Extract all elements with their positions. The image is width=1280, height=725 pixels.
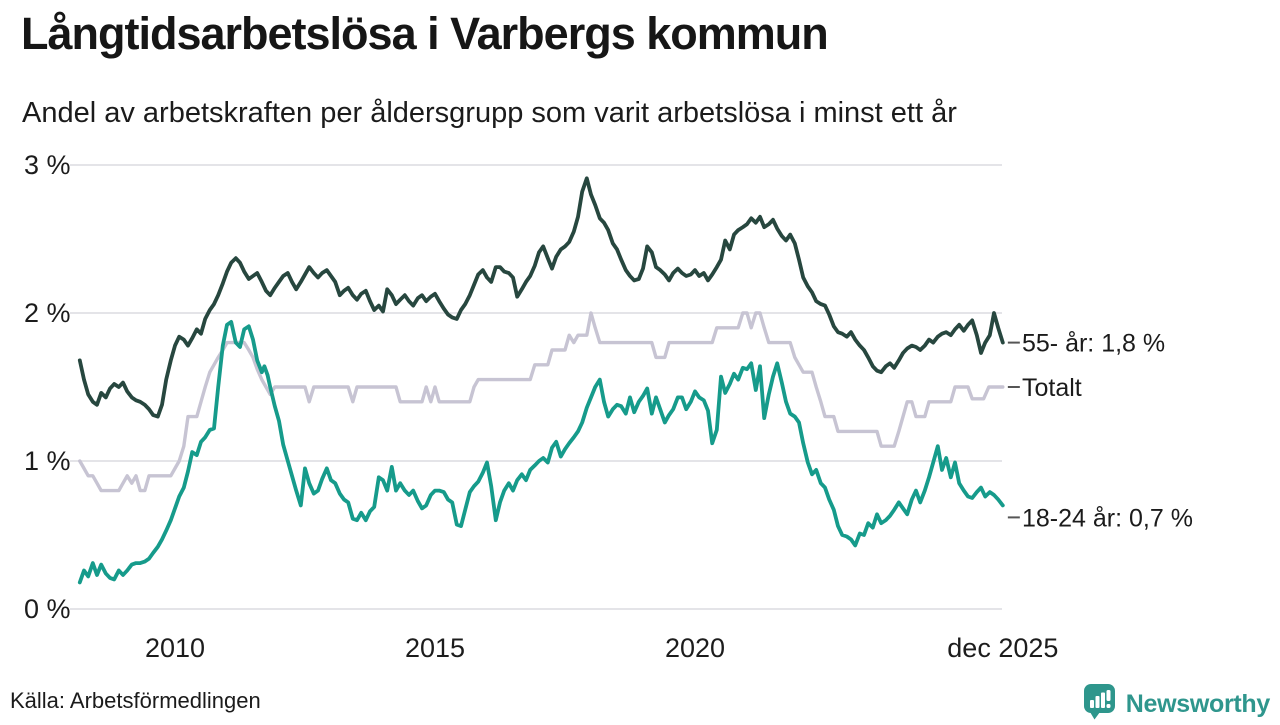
newsworthy-logo: Newsworthy [1083,683,1270,725]
y-axis-tick-label: 3 % [24,150,71,180]
chart-subtitle: Andel av arbetskraften per åldersgrupp s… [22,97,957,129]
x-axis-tick-label: 2015 [405,633,465,663]
y-axis-tick-label: 0 % [24,594,71,624]
series-end-label-totalt: Totalt [1022,374,1082,402]
series-line-55-ar [77,176,1005,419]
x-axis-tick-label: 2010 [145,633,205,663]
series-end-label-55-ar: 55- år: 1,8 % [1022,330,1165,358]
newsworthy-logo-icon [1083,683,1118,725]
series-line-totalt [78,311,1005,493]
chart-title: Långtidsarbetslösa i Varbergs kommun [21,8,829,59]
newsworthy-wordmark: Newsworthy [1125,689,1271,718]
series-end-label-18-24-ar: 18-24 år: 0,7 % [1022,504,1193,532]
x-axis-tick-label: 2020 [665,633,725,663]
source-note: Källa: Arbetsförmedlingen [10,688,261,713]
y-axis-tick-label: 1 % [24,446,71,476]
y-axis-tick-label: 2 % [24,298,71,328]
x-axis-tick-label: dec 2025 [947,633,1058,663]
series-line-18-24-ar [77,319,1005,585]
